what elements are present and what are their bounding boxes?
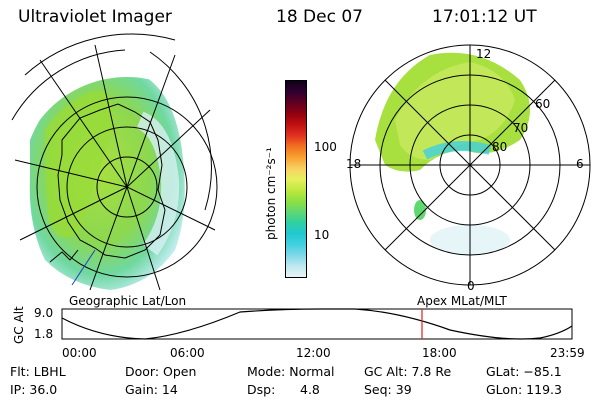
colorbar-tick-10: 10 [314,228,330,242]
mlat-label-60: 60 [535,97,550,111]
sequence-info: Seq: 39 [364,382,412,397]
filter-info: Flt: LBHL [10,364,66,379]
timeline-xtick-2359: 23:59 [550,346,585,360]
altitude-curve [61,308,573,340]
color-bar [285,80,307,278]
apex-map-label: Apex MLat/MLT [417,294,507,308]
mlt-label-6: 6 [576,157,584,171]
timeline-xtick-0000: 00:00 [62,346,97,360]
geo-longitude-info: GLon: 119.3 [486,382,562,397]
aurora-left-core [45,90,114,238]
door-info: Door: Open [125,364,197,379]
date-label: 18 Dec 07 [276,7,363,27]
colorbar-tick-100: 100 [314,140,337,154]
lat-ring-3 [36,96,218,278]
antarctica-coastline [57,103,166,259]
timeline-ytick-max: 9.0 [34,306,54,320]
timeline-xtick-0600: 06:00 [170,346,205,360]
mode-info: Mode: Normal [247,364,335,379]
lat-ring-1 [96,156,158,218]
gc-altitude-info: GC Alt: 7.8 Re [364,364,452,379]
geo-latitude-info: GLat: −85.1 [486,364,562,379]
dsp-label: Dsp: [247,382,276,397]
geographic-map-label: Geographic Lat/Lon [69,294,187,308]
dsp-value: 4.8 [300,382,320,397]
timeline-xtick-1200: 12:00 [296,346,331,360]
mlt-label-18: 18 [346,157,361,171]
gain-info: Gain: 14 [125,382,178,397]
instrument-title: Ultraviolet Imager [18,7,172,27]
timeline-xtick-1800: 18:00 [422,346,457,360]
mlt-label-0: 0 [467,279,475,293]
lat-ring-2 [66,126,188,248]
ip-info: IP: 36.0 [10,382,58,397]
mlat-label-70: 70 [513,121,528,135]
mlat-label-80: 80 [492,140,507,154]
mlt-label-12: 12 [476,47,491,61]
timeline-ytick-min: 1.8 [34,327,54,341]
time-label: 17:01:12 UT [432,7,537,27]
